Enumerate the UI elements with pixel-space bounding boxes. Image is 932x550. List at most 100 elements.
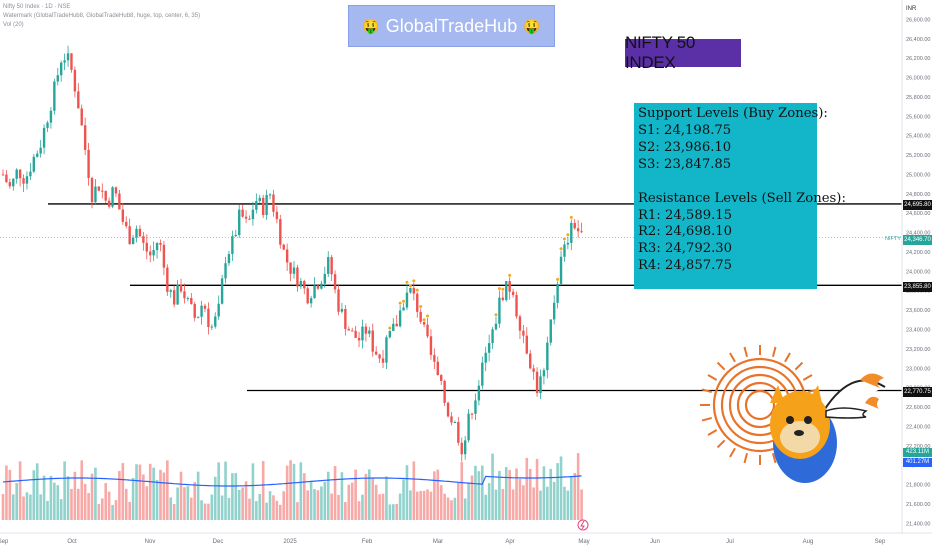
volume-bar [244,481,248,520]
volume-bar [275,500,279,520]
candle-body [234,234,237,237]
candle-body [94,186,97,203]
volume-bar [532,487,535,520]
volume-bar [313,489,316,520]
price-tick-label: 21,600.00 [906,502,930,508]
volume-bar [135,464,138,520]
legend-watermark[interactable]: Watermark (GlobalTradeHub8, GlobalTradeH… [3,13,201,19]
candle-body [422,321,426,325]
volume-bar [172,504,176,520]
volume-bar [467,483,470,520]
price-tick-label: 26,000.00 [906,76,930,82]
candlesticks [1,45,583,462]
candle-body [463,440,467,455]
candle-body [460,442,463,455]
volume-bar [1,494,5,520]
support-level: S2: 23,986.10 [638,139,732,155]
candle-body [12,178,15,187]
volume-bar [446,497,450,520]
volume-bar [220,495,224,520]
candle-body [330,257,333,275]
volume-bar [566,490,570,520]
volume-bar [279,504,282,520]
pivot-dot [562,237,566,241]
candle-body [309,298,313,304]
volume-bar [443,493,446,520]
candle-body [155,242,159,251]
volume-bar [395,503,399,520]
candle-body [77,91,80,109]
volume-bar [460,462,464,520]
volume-bar [350,482,354,520]
volume-bar [518,478,522,520]
volume-ma-label: 401.27M [903,458,932,467]
volume-bar [439,485,443,520]
volume-bar [200,500,203,520]
pivot-dot [494,313,498,317]
volume-bar [258,494,262,520]
volume-bar [477,471,481,520]
candle-body [296,267,299,287]
candle-body [529,353,532,369]
levels-panel: Support Levels (Buy Zones): S1: 24,198.7… [634,103,846,289]
candle-body [292,267,296,274]
volume-bar [189,497,193,520]
candle-body [443,380,446,403]
sun-ray [743,346,749,357]
volume-bar [337,494,340,520]
candle-body [279,219,282,245]
pivot-dot [556,277,560,281]
volume-bar [580,489,583,520]
volume-label: 423.11M [903,448,932,457]
currency-label: INR [906,6,917,12]
volume-bar [522,485,525,520]
volume-bar [169,497,173,520]
volume-bar [183,487,186,520]
volume-bar [398,493,402,520]
volume-bar [453,497,457,520]
pivot-dot [426,314,430,318]
volume-bar [227,497,231,520]
volume-bar [138,464,142,520]
pivot-dot [501,287,505,291]
candle-body [241,209,244,217]
candle-body [135,228,138,238]
candle-body [179,284,183,292]
price-tick-label: 22,600.00 [906,405,930,411]
volume-bar [97,504,101,520]
pivot-dot [497,287,501,291]
legend-symbol[interactable]: Nifty 50 Index · 1D · NSE [3,4,71,10]
candle-body [125,221,128,227]
volume-bar [261,461,265,520]
candle-body [145,242,148,252]
level-price-label: 24,695.80 [903,200,932,210]
candle-body [371,330,374,352]
price-tick-label: 24,600.00 [906,211,930,217]
candle-body [66,53,70,61]
volume-bar [39,494,42,520]
legend-volume[interactable]: Vol (20) [3,22,24,28]
candle-body [63,60,66,63]
volume-bar [302,473,306,520]
sun-ray [701,388,712,394]
volume-bar [559,456,563,520]
time-tick-label: Jun [650,539,660,545]
lightning-icon[interactable] [577,519,589,531]
volume-bar [552,481,556,520]
candle-body [162,244,166,268]
volume-bar [501,488,505,520]
volume-bar [508,470,511,520]
candle-body [508,281,511,292]
candle-body [149,251,152,256]
candle-body [494,323,498,330]
volume-bar [53,482,56,520]
volume-bar [237,489,241,520]
volume-bar [378,494,381,520]
volume-bar [388,504,392,520]
volume-bar [77,488,80,520]
volume-bar [326,471,330,520]
candle-body [467,413,470,441]
candle-body [337,289,340,312]
candle-body [207,308,210,328]
